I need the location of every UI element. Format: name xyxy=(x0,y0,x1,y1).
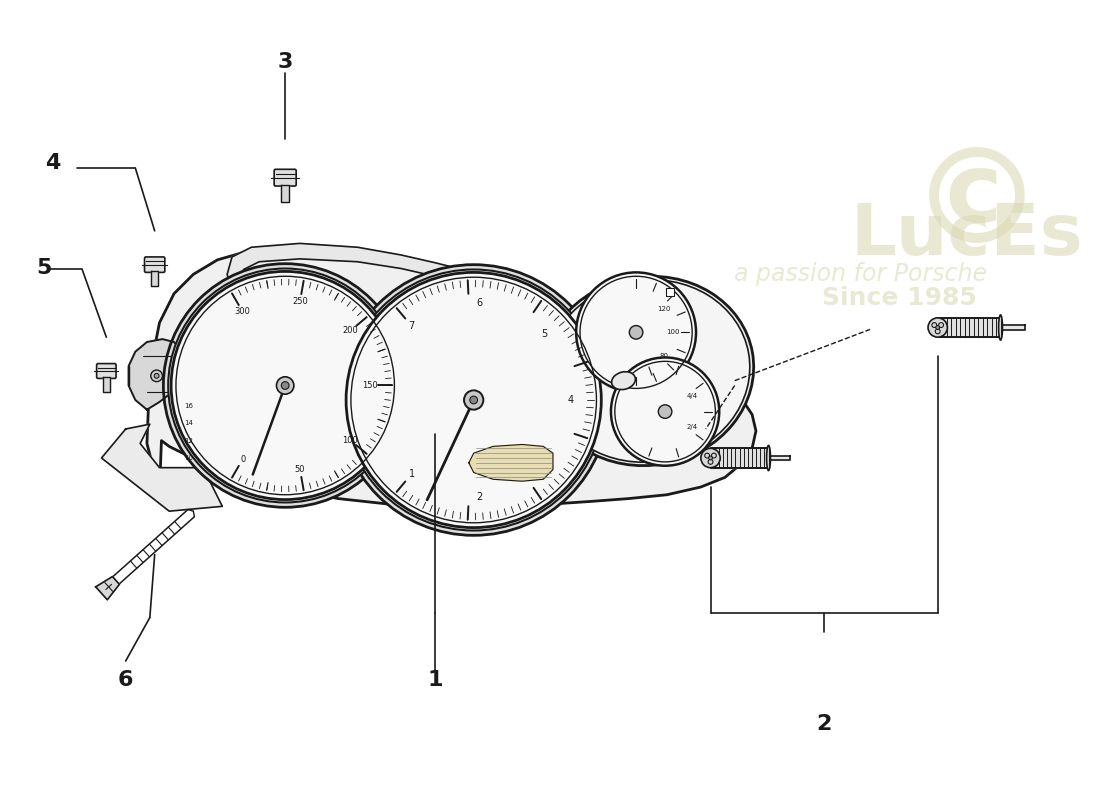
Circle shape xyxy=(928,318,947,337)
FancyBboxPatch shape xyxy=(144,257,165,272)
Circle shape xyxy=(282,382,289,390)
Circle shape xyxy=(936,326,939,330)
FancyBboxPatch shape xyxy=(274,170,296,186)
Polygon shape xyxy=(129,339,184,410)
Polygon shape xyxy=(1001,325,1025,330)
Text: 16: 16 xyxy=(184,403,192,409)
Text: 200: 200 xyxy=(342,326,359,335)
Text: 120: 120 xyxy=(658,306,671,312)
Text: 2/4: 2/4 xyxy=(686,424,697,430)
Circle shape xyxy=(464,390,483,410)
Polygon shape xyxy=(282,185,289,202)
Circle shape xyxy=(168,269,403,502)
Polygon shape xyxy=(469,445,553,482)
Ellipse shape xyxy=(541,276,754,466)
Text: 2: 2 xyxy=(816,714,832,734)
Text: 4/4: 4/4 xyxy=(686,393,697,399)
Circle shape xyxy=(276,377,294,394)
Text: 3: 3 xyxy=(277,52,293,72)
Text: 6: 6 xyxy=(476,298,483,309)
Text: 10: 10 xyxy=(184,455,192,461)
Text: 80: 80 xyxy=(660,353,669,359)
Text: 4: 4 xyxy=(568,395,573,405)
Polygon shape xyxy=(152,271,158,286)
Polygon shape xyxy=(96,577,120,600)
Polygon shape xyxy=(228,243,474,313)
Circle shape xyxy=(154,374,160,378)
Text: 150: 150 xyxy=(362,381,378,390)
FancyBboxPatch shape xyxy=(97,363,117,378)
Polygon shape xyxy=(769,455,790,461)
Text: 0: 0 xyxy=(240,454,245,464)
Polygon shape xyxy=(101,424,222,511)
Text: 100: 100 xyxy=(342,436,359,445)
Text: 100: 100 xyxy=(667,330,680,335)
Polygon shape xyxy=(628,322,745,375)
Text: ©: © xyxy=(911,143,1043,270)
Circle shape xyxy=(629,326,642,339)
Circle shape xyxy=(701,448,721,468)
Ellipse shape xyxy=(612,372,636,390)
Text: 250: 250 xyxy=(293,298,308,306)
Circle shape xyxy=(708,456,713,460)
Circle shape xyxy=(658,405,672,418)
Ellipse shape xyxy=(767,446,770,470)
Polygon shape xyxy=(937,318,1001,337)
Circle shape xyxy=(346,272,602,528)
Circle shape xyxy=(470,396,477,404)
Text: 2: 2 xyxy=(476,491,483,502)
Text: 14: 14 xyxy=(184,420,192,426)
Text: 6: 6 xyxy=(118,670,133,690)
Polygon shape xyxy=(416,274,513,315)
Polygon shape xyxy=(103,377,110,392)
Circle shape xyxy=(172,271,399,499)
Bar xyxy=(667,288,674,295)
Circle shape xyxy=(576,272,696,392)
Text: 5: 5 xyxy=(36,258,52,278)
Text: 12: 12 xyxy=(184,438,192,444)
Ellipse shape xyxy=(999,315,1002,340)
Polygon shape xyxy=(711,448,769,468)
Circle shape xyxy=(151,370,163,382)
Circle shape xyxy=(164,264,407,507)
Text: Since 1985: Since 1985 xyxy=(822,286,977,310)
Text: 50: 50 xyxy=(295,465,305,474)
Text: 5: 5 xyxy=(541,329,547,338)
Circle shape xyxy=(339,265,609,535)
Circle shape xyxy=(610,358,719,466)
Circle shape xyxy=(343,270,604,530)
Text: LucEs: LucEs xyxy=(850,201,1084,270)
Text: a passion for Porsche: a passion for Porsche xyxy=(734,262,987,286)
Text: 1: 1 xyxy=(427,670,443,690)
Text: 300: 300 xyxy=(234,307,251,316)
Text: 4: 4 xyxy=(45,153,60,173)
Text: 1: 1 xyxy=(408,469,415,479)
Text: 3: 3 xyxy=(541,462,547,471)
Ellipse shape xyxy=(546,280,750,462)
Text: 7: 7 xyxy=(408,321,415,331)
Polygon shape xyxy=(147,247,756,506)
